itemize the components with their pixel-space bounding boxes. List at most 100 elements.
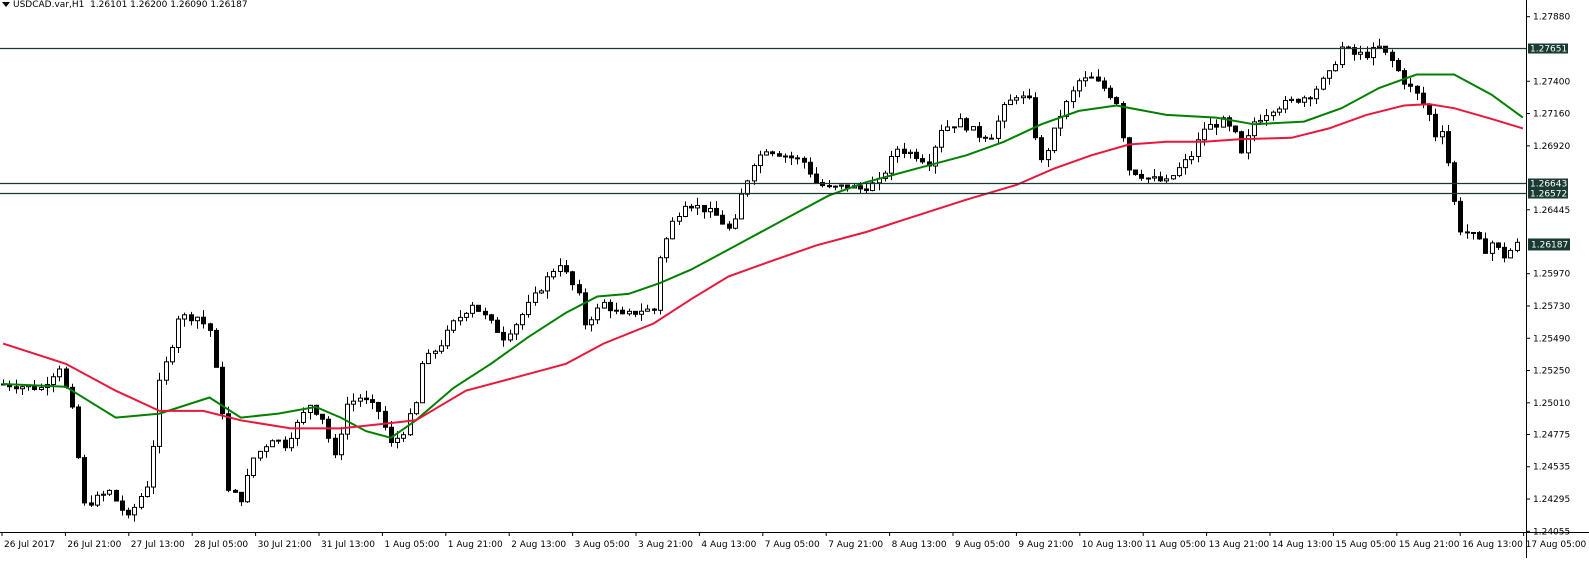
- candle-body: [652, 308, 657, 311]
- candle-body: [64, 368, 69, 388]
- candle-body: [1121, 103, 1126, 139]
- candle: [714, 201, 719, 216]
- candle-body: [501, 331, 506, 341]
- candle: [658, 255, 663, 315]
- x-tick-label: 1 Aug 05:00: [384, 540, 439, 550]
- candle-body: [908, 151, 913, 154]
- candle: [132, 503, 137, 522]
- candle-body: [1346, 46, 1351, 49]
- candle-body: [164, 361, 169, 381]
- candle-body: [627, 310, 632, 315]
- x-tick-label: 27 Jul 13:00: [131, 540, 185, 550]
- candle: [914, 148, 919, 162]
- candle-body: [1014, 97, 1019, 101]
- candle-body: [258, 450, 263, 459]
- candle-body: [914, 151, 919, 160]
- candle-body: [983, 136, 988, 139]
- candle: [727, 221, 732, 231]
- candle-body: [902, 148, 907, 154]
- candle-body: [633, 310, 638, 315]
- candle: [414, 401, 419, 416]
- candle: [983, 135, 988, 142]
- y-tick-label: 1.27400: [1533, 77, 1570, 87]
- candle: [895, 146, 900, 163]
- candle-body: [620, 309, 625, 315]
- candle-body: [520, 314, 525, 326]
- candle: [971, 126, 976, 131]
- candle-body: [295, 421, 300, 439]
- candle-body: [220, 366, 225, 415]
- candle: [339, 426, 344, 461]
- candle-body: [839, 184, 844, 187]
- candle-body: [1127, 137, 1132, 171]
- candle-body: [89, 502, 94, 506]
- candle: [1289, 96, 1294, 103]
- candle: [1083, 71, 1088, 87]
- y-tick-label: 1.25730: [1533, 302, 1570, 312]
- candle: [139, 492, 144, 510]
- current-price-label: 1.26187: [1531, 240, 1568, 250]
- candle-body: [739, 193, 744, 220]
- candle: [1390, 49, 1395, 68]
- candle: [589, 316, 594, 332]
- candle: [476, 304, 481, 312]
- candle: [977, 122, 982, 143]
- candle: [577, 279, 582, 296]
- candle: [214, 328, 219, 368]
- candle-body: [1496, 242, 1501, 248]
- candle: [7, 380, 12, 391]
- x-tick-label: 15 Aug 05:00: [1335, 540, 1396, 550]
- candle: [720, 210, 725, 225]
- candle-body: [958, 118, 963, 128]
- candle-body: [1114, 97, 1119, 105]
- candle: [1308, 95, 1313, 107]
- candle: [595, 303, 600, 325]
- candle: [276, 439, 281, 445]
- candle: [1340, 41, 1345, 69]
- candle: [1252, 117, 1257, 142]
- candle: [95, 491, 100, 508]
- candle-body: [101, 493, 106, 496]
- candle: [1127, 136, 1132, 176]
- candle: [1158, 171, 1163, 183]
- candle-body: [533, 292, 538, 303]
- y-tick-label: 1.26445: [1533, 206, 1570, 216]
- candle: [689, 203, 694, 212]
- candle: [383, 406, 388, 431]
- candle-body: [664, 238, 669, 259]
- candle-body: [777, 153, 782, 157]
- candle-body: [1371, 47, 1376, 59]
- candle: [251, 457, 256, 478]
- candle: [1433, 108, 1438, 142]
- candle-body: [233, 489, 238, 493]
- candle: [439, 339, 444, 354]
- candle-body: [283, 439, 288, 449]
- candle: [470, 302, 475, 318]
- candle-body: [458, 316, 463, 322]
- candle-body: [545, 276, 550, 292]
- candle: [226, 406, 231, 493]
- candle: [1208, 116, 1213, 130]
- candle-body: [1164, 178, 1169, 182]
- candle-body: [539, 290, 544, 294]
- candle-body: [195, 316, 200, 322]
- candle: [633, 310, 638, 318]
- candle-body: [1365, 51, 1370, 59]
- candle: [996, 115, 1001, 144]
- candle: [89, 495, 94, 508]
- candle-body: [1252, 121, 1257, 137]
- candle-body: [714, 207, 719, 216]
- candle: [570, 270, 575, 291]
- candle-body: [320, 413, 325, 420]
- dropdown-triangle-icon[interactable]: [2, 1, 10, 7]
- candle-body: [251, 457, 256, 477]
- candle: [508, 329, 513, 343]
- candle: [483, 307, 488, 320]
- candle: [1096, 69, 1101, 82]
- y-tick-label: 1.27880: [1533, 13, 1570, 23]
- level-label-bg: [1528, 178, 1568, 189]
- level-label-bg: [1528, 188, 1568, 199]
- candle: [370, 394, 375, 410]
